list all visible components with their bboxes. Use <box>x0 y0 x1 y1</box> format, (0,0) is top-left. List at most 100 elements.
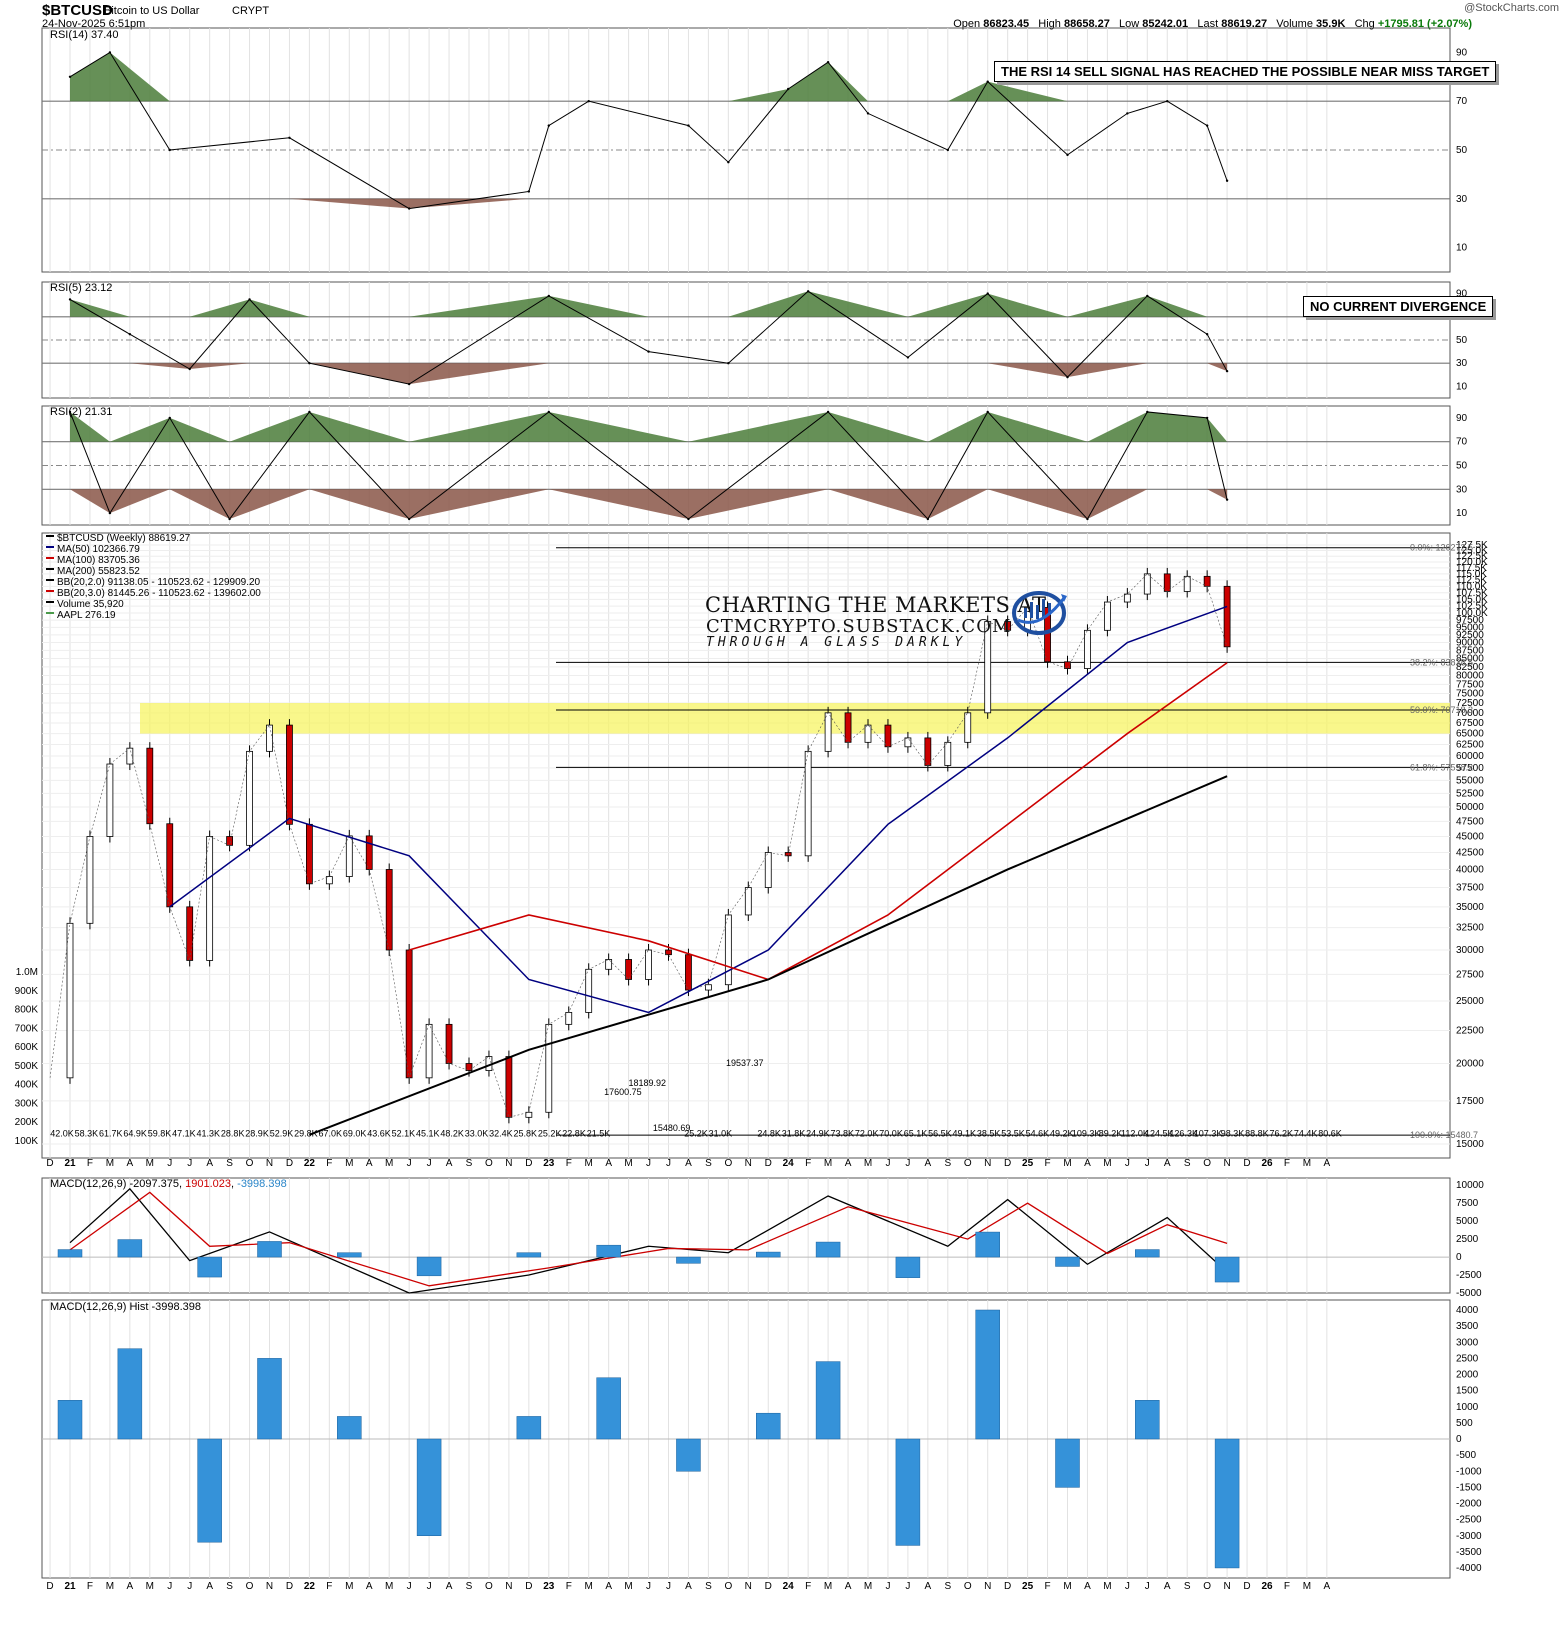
rsi-point <box>108 511 112 515</box>
price-axis-tick: 77500 <box>1456 679 1484 690</box>
fib-label: 61.8%: 57598.2 <box>1410 762 1473 772</box>
price-annotation: 17600.75 <box>604 1087 642 1097</box>
rsi-point <box>248 298 251 301</box>
price-annotation: 88.8K <box>1245 1128 1269 1138</box>
candle-body <box>325 876 333 885</box>
rsi-point <box>108 51 112 54</box>
price-axis-tick: 65000 <box>1456 729 1484 740</box>
volume-value: 35.9K <box>1316 18 1346 30</box>
hist-bar <box>516 1416 542 1440</box>
rsi-point <box>407 517 411 521</box>
x-axis-label: F <box>1284 1581 1290 1592</box>
rsi-point <box>1146 294 1149 298</box>
x-axis-label: M <box>106 1158 114 1169</box>
hist-bar <box>1135 1400 1160 1440</box>
x-axis-label: J <box>885 1158 890 1169</box>
watermark-line1: CHARTING THE MARKETS AT <box>705 593 1047 617</box>
legend-entry: $BTCUSD (Weekly) 88619.27 <box>57 533 191 544</box>
price-axis-tick: 92500 <box>1456 630 1484 641</box>
x-axis-label: F <box>87 1581 93 1592</box>
x-axis-label: O <box>485 1158 493 1169</box>
rsi-line <box>69 290 1228 385</box>
x-axis-label: J <box>167 1581 172 1592</box>
x-axis-label: A <box>1324 1581 1331 1592</box>
candle-body <box>585 968 593 1013</box>
x-axis-label: A <box>1164 1581 1171 1592</box>
candle-body <box>425 1023 433 1079</box>
rsi-axis-tick: 30 <box>1456 358 1468 369</box>
hist-bar <box>676 1438 701 1472</box>
x-axis-label: F <box>326 1581 332 1592</box>
price-annotation: 73.8K <box>831 1128 855 1138</box>
volume-label: Volume <box>1276 18 1313 30</box>
x-axis-label: D <box>286 1158 293 1169</box>
hist-label: MACD(12,26,9) Hist -3998.398 <box>50 1301 201 1313</box>
chart-date: 24-Nov-2025 6:51pm <box>42 18 146 30</box>
hist-axis-tick: -1000 <box>1456 1466 1482 1477</box>
price-axis-tick: 117.5K <box>1456 563 1487 574</box>
x-axis-label: D <box>525 1158 532 1169</box>
x-axis-label: D <box>1004 1581 1011 1592</box>
rsi-point <box>1066 375 1069 379</box>
x-axis-label: F <box>1044 1581 1050 1592</box>
rsi-axis-tick: 10 <box>1456 243 1468 254</box>
price-annotation: 64.9K <box>123 1128 147 1138</box>
x-axis-label: J <box>1125 1158 1130 1169</box>
price-axis-tick: 27500 <box>1456 969 1484 980</box>
rsi-point <box>168 148 171 152</box>
candle-body <box>605 959 613 970</box>
price-annotation: 47.1K <box>172 1128 196 1138</box>
candle-body <box>625 959 632 980</box>
rsi-point <box>866 112 870 115</box>
volume-axis-tick: 500K <box>15 1061 39 1072</box>
price-annotation: 80.6K <box>1318 1128 1342 1138</box>
support-zone-band <box>140 703 1450 734</box>
hist-axis-tick: -2500 <box>1456 1515 1482 1526</box>
x-axis-label: O <box>964 1158 972 1169</box>
rsi-axis-tick: 70 <box>1456 437 1468 448</box>
x-axis-label: O <box>1203 1158 1211 1169</box>
price-annotation: 24.8K <box>757 1128 781 1138</box>
brand-label: @StockCharts.com <box>1464 2 1559 14</box>
x-axis-label: M <box>585 1158 593 1169</box>
x-axis-label: 21 <box>64 1581 76 1592</box>
high-value: 88658.27 <box>1063 18 1110 30</box>
price-annotation: 89.2K <box>1099 1128 1123 1138</box>
volume-axis-tick: 800K <box>15 1005 39 1016</box>
watermark-line2: CTMCRYPTO.SUBSTACK.COM <box>706 616 1012 637</box>
rsi-axis-tick: 90 <box>1456 47 1468 58</box>
x-axis-label: A <box>206 1158 213 1169</box>
candle-body <box>465 1063 473 1071</box>
price-annotation: 33.0K <box>465 1128 489 1138</box>
hist-axis-tick: 3000 <box>1456 1337 1479 1348</box>
macd-axis-tick: 0 <box>1456 1252 1462 1263</box>
x-axis-label: D <box>1243 1581 1250 1592</box>
rsi-point <box>1126 112 1129 115</box>
rsi14-label: RSI(14) 37.40 <box>50 29 118 41</box>
rsi-point <box>1225 369 1229 373</box>
rsi-point <box>228 517 231 521</box>
rsi-axis-tick: 70 <box>1456 96 1468 107</box>
x-axis-label: A <box>605 1581 612 1592</box>
hist-axis-tick: 500 <box>1456 1418 1473 1429</box>
price-annotation: 15480.69 <box>653 1123 691 1133</box>
x-axis-label: D <box>525 1581 532 1592</box>
macd-hist-bar <box>337 1252 362 1258</box>
price-annotation: 107.3K <box>1194 1128 1223 1138</box>
candle-body <box>705 984 712 991</box>
x-axis-label: 21 <box>64 1158 76 1169</box>
rsi-axis-tick: 30 <box>1456 484 1468 495</box>
rsi-point <box>727 362 730 365</box>
candle-body <box>824 712 832 752</box>
x-axis-label: M <box>146 1581 154 1592</box>
x-axis-label: J <box>407 1158 412 1169</box>
rsi-point <box>68 298 72 301</box>
watermark-line3: THROUGH A GLASS DARKLY <box>706 635 967 650</box>
rsi-point <box>407 207 411 210</box>
candle-body <box>505 1056 513 1118</box>
x-axis-label: F <box>566 1581 572 1592</box>
price-annotation: 32.4K <box>489 1128 513 1138</box>
x-axis-label: N <box>505 1581 512 1592</box>
macd-axis-tick: 7500 <box>1456 1198 1479 1209</box>
rsi-overbought-fill <box>70 291 1228 317</box>
